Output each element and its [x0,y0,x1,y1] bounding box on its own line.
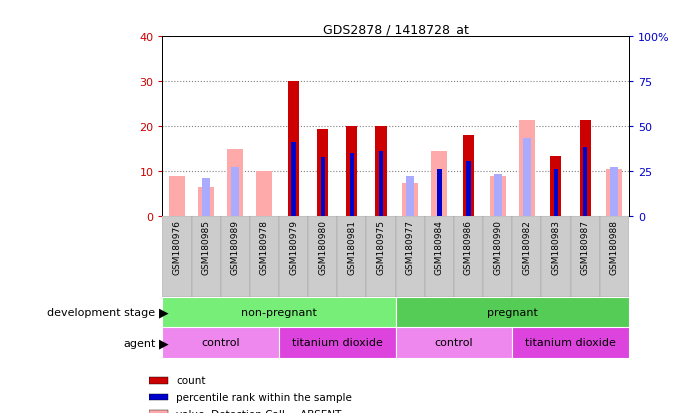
Bar [227,150,243,217]
Bar [337,217,366,297]
Text: GSM180981: GSM180981 [348,219,357,274]
Bar [350,154,354,217]
Bar [250,217,279,297]
Bar [321,157,325,217]
Bar [437,170,442,217]
Text: GSM180976: GSM180976 [173,219,182,274]
Bar [202,179,210,217]
Text: development stage: development stage [48,308,155,318]
Bar [571,217,600,297]
Bar [149,377,168,384]
Bar [483,217,512,297]
Bar [454,217,483,297]
Text: GSM180990: GSM180990 [493,219,502,274]
Bar [162,217,191,297]
Text: non-pregnant: non-pregnant [241,307,317,318]
Text: percentile rank within the sample: percentile rank within the sample [176,392,352,402]
Bar [512,217,541,297]
Bar [149,394,168,401]
Text: GSM180986: GSM180986 [464,219,473,274]
Bar [523,138,531,217]
Bar [256,172,272,217]
Text: titanium dioxide: titanium dioxide [292,337,383,348]
Bar [610,167,618,217]
Bar [431,152,447,217]
Text: GSM180977: GSM180977 [406,219,415,274]
Bar [583,147,587,217]
Bar [279,217,308,297]
Bar [375,127,386,217]
Bar [346,127,357,217]
Bar [395,297,629,328]
Text: GSM180979: GSM180979 [289,219,298,274]
Bar [317,129,328,217]
Bar [512,328,629,358]
Bar [553,170,558,217]
Text: GSM180983: GSM180983 [551,219,560,274]
Text: GSM180982: GSM180982 [522,219,531,274]
Text: control: control [435,337,473,348]
Text: GSM180984: GSM180984 [435,219,444,274]
Bar [231,167,239,217]
Text: pregnant: pregnant [486,307,538,318]
Bar [395,328,512,358]
Bar [162,328,279,358]
Text: GSM180987: GSM180987 [580,219,589,274]
Bar [169,176,185,217]
Bar [541,217,571,297]
Bar [198,188,214,217]
Bar [162,297,395,328]
Bar [220,217,250,297]
Bar [406,176,414,217]
Bar [551,156,562,217]
Text: ▶: ▶ [159,306,169,319]
Bar [600,217,629,297]
Text: GSM180975: GSM180975 [377,219,386,274]
Text: GSM180988: GSM180988 [609,219,618,274]
Bar [519,120,535,217]
Text: GSM180978: GSM180978 [260,219,269,274]
Text: count: count [176,375,206,385]
Bar [379,152,384,217]
Bar [425,217,454,297]
Bar [366,217,395,297]
Bar [292,143,296,217]
Title: GDS2878 / 1418728_at: GDS2878 / 1418728_at [323,23,468,36]
Bar [402,183,418,217]
Bar [466,162,471,217]
Text: control: control [201,337,240,348]
Bar [580,120,591,217]
Bar [279,328,396,358]
Text: agent: agent [123,338,155,348]
Bar [606,170,623,217]
Text: value, Detection Call = ABSENT: value, Detection Call = ABSENT [176,409,341,413]
Text: titanium dioxide: titanium dioxide [525,337,616,348]
Bar [463,136,474,217]
Bar [288,82,299,217]
Bar [493,174,502,217]
Text: GSM180980: GSM180980 [319,219,328,274]
Text: ▶: ▶ [159,336,169,349]
Text: GSM180985: GSM180985 [202,219,211,274]
Text: GSM180989: GSM180989 [231,219,240,274]
Bar [395,217,425,297]
Bar [191,217,220,297]
Bar [149,411,168,413]
Bar [490,176,506,217]
Bar [308,217,337,297]
